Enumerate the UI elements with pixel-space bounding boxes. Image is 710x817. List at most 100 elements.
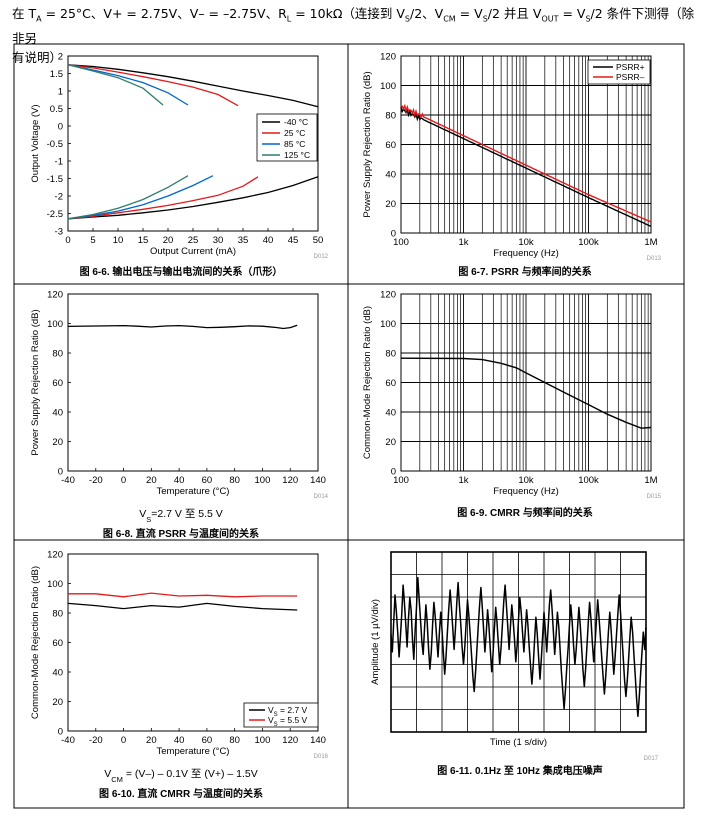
y-tick-label: -2.5: [47, 209, 63, 220]
x-tick-label: 20: [146, 735, 157, 746]
series-line-top: [67, 64, 239, 107]
y-tick-label: 1.5: [50, 69, 63, 80]
x-tick-label: 100: [255, 475, 271, 486]
x-tick-label: 80: [229, 735, 240, 746]
y-tick-label: 100: [380, 81, 396, 92]
conditions-line-1: 在 TA = 25°C、V+ = 2.75V、V– = –2.75V、RL = …: [12, 6, 695, 46]
legend-label: VS = 2.7 V: [268, 705, 308, 718]
y-tick-label: 40: [52, 408, 63, 419]
x-tick-label: 120: [282, 475, 298, 486]
chart-fig6-11: Amplitude (1 µV/div) Time (1 s/div) D017 图 …: [370, 551, 659, 777]
series-line: [390, 576, 647, 718]
y-tick-label: -1.5: [47, 174, 63, 185]
y-tick-label: 80: [385, 349, 396, 360]
x-axis-label: Frequency (Hz): [493, 486, 558, 497]
x-tick-label: 50: [313, 235, 324, 246]
y-tick-label: 20: [52, 697, 63, 708]
y-tick-label: 120: [380, 290, 396, 301]
y-tick-label: 20: [385, 437, 396, 448]
x-tick-label: 140: [310, 475, 326, 486]
y-tick-label: 0: [391, 467, 396, 478]
x-tick-label: 60: [202, 475, 213, 486]
y-tick-label: 0: [391, 229, 396, 240]
series-line: [400, 106, 652, 228]
x-tick-label: 10k: [518, 475, 534, 486]
y-tick-label: 0: [58, 122, 63, 133]
legend-label: -40 °C: [284, 117, 308, 127]
x-axis-label: Frequency (Hz): [493, 248, 558, 259]
y-tick-label: -0.5: [47, 139, 63, 150]
chart-fig6-8: -40 -20 0 20 40 60 80 100 120 140 120 100 80 60 40 20 0 T…: [30, 290, 329, 541]
x-tick-label: 40: [174, 475, 185, 486]
charts-layer: 0 5 10 15 20 25 30 35 40 45 50 2 1.5 1 0.5 0 -0.5 -1 -1.5 -…: [30, 52, 662, 801]
x-tick-label: -40: [61, 475, 75, 486]
series-line-top: [67, 64, 319, 108]
conditions-line-2: 有说明）: [12, 49, 63, 65]
x-tick-label: 15: [138, 235, 149, 246]
x-tick-label: 0: [121, 475, 126, 486]
x-tick-label: 25: [188, 235, 199, 246]
figure-code: D017: [644, 756, 659, 762]
figure-caption: 图 6-8. 直流 PSRR 与温度间的关系: [103, 527, 259, 540]
legend-label: VS = 5.5 V: [268, 715, 308, 728]
y-tick-label: 40: [52, 668, 63, 679]
series-line: [67, 324, 298, 330]
x-tick-label: 1k: [458, 475, 468, 486]
y-tick-label: 20: [52, 437, 63, 448]
figure-caption: 图 6-9. CMRR 与频率间的关系: [457, 506, 593, 519]
x-axis-label: Temperature (°C): [157, 486, 230, 497]
series-line-bottom: [67, 175, 214, 220]
conditions-header: 在 TA = 25°C、V+ = 2.75V、V– = –2.75V、RL = …: [12, 4, 702, 67]
x-tick-label: 10k: [518, 237, 534, 248]
x-tick-label: 0: [65, 235, 70, 246]
figure-subcaption: VCM = (V–) – 0.1V 至 (V+) – 1.5V: [104, 768, 258, 784]
figure-code: D012: [314, 254, 329, 260]
x-tick-label: 20: [146, 475, 157, 486]
legend: PSRR+PSRR–: [587, 59, 651, 85]
y-tick-label: -3: [55, 227, 63, 238]
x-tick-label: 120: [282, 735, 298, 746]
y-tick-label: 1: [58, 87, 63, 98]
x-tick-label: 35: [238, 235, 249, 246]
y-tick-label: 100: [380, 319, 396, 330]
series-line-bottom: [67, 176, 319, 220]
x-tick-label: 140: [310, 735, 326, 746]
figure-caption: 图 6-7. PSRR 与频率间的关系: [458, 265, 591, 278]
series-line-bottom: [67, 175, 189, 220]
series-line-top: [67, 64, 189, 106]
y-tick-label: 80: [385, 111, 396, 122]
plot-area: [400, 55, 652, 234]
panel-frame: [347, 539, 685, 809]
series-line: [400, 103, 652, 223]
plot-area: [400, 293, 652, 472]
figure-subcaption: VS=2.7 V 至 5.5 V: [139, 508, 223, 524]
y-tick-label: -2: [55, 192, 63, 203]
x-tick-label: 0: [121, 735, 126, 746]
series-line-bottom: [67, 176, 259, 220]
x-tick-label: 100: [393, 237, 409, 248]
y-tick-label: 2: [58, 52, 63, 63]
x-tick-label: 40: [174, 735, 185, 746]
y-tick-label: 100: [47, 579, 63, 590]
x-tick-label: 100k: [578, 475, 599, 486]
y-axis-label: Common-Mode Rejection Ratio (dB): [30, 566, 41, 719]
y-tick-label: -1: [55, 157, 63, 168]
x-axis-label: Temperature (°C): [157, 746, 230, 757]
x-tick-label: 20: [163, 235, 174, 246]
series-line: [67, 602, 298, 611]
legend-box: [243, 702, 319, 728]
series-line: [68, 592, 298, 598]
legend-label: PSRR+: [616, 62, 645, 72]
x-tick-label: 5: [90, 235, 95, 246]
legend-box: [587, 59, 651, 85]
plot-area: [67, 293, 319, 472]
x-tick-label: -20: [89, 475, 103, 486]
x-tick-label: 45: [288, 235, 299, 246]
x-tick-label: 30: [213, 235, 224, 246]
chart-fig6-6: 0 5 10 15 20 25 30 35 40 45 50 2 1.5 1 0.5 0 -0.5 -1 -1.5 -…: [30, 52, 329, 279]
y-tick-label: 80: [52, 349, 63, 360]
series-line: [400, 357, 652, 429]
figure-code: D014: [314, 494, 329, 500]
